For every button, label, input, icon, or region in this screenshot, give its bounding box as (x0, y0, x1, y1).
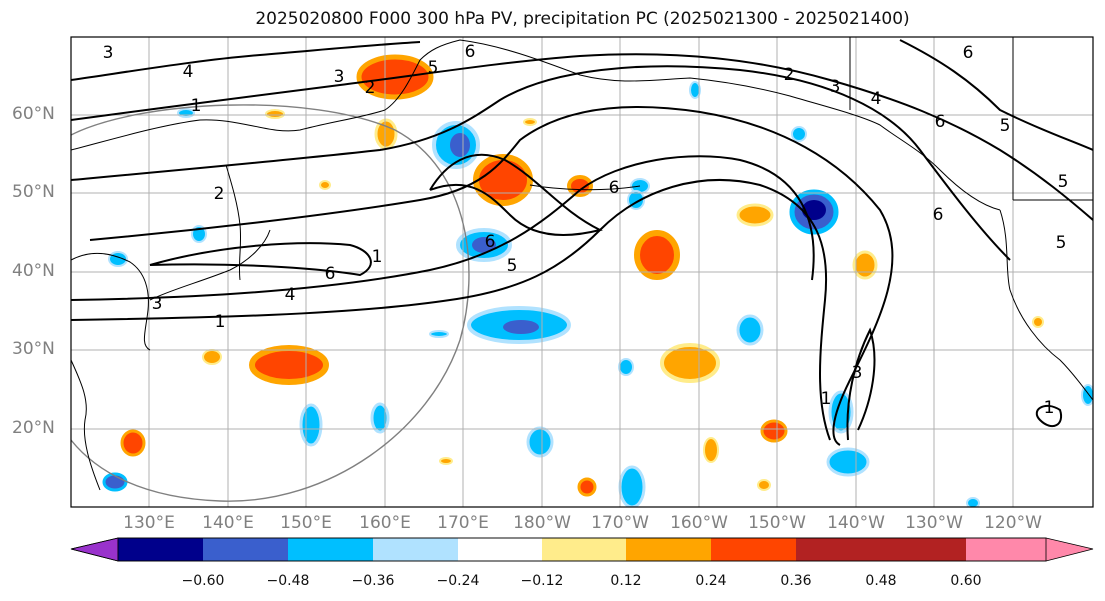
contour-label: 6 (935, 112, 946, 132)
contour-label: 1 (215, 312, 226, 332)
colorbar-tick-label: 0.12 (610, 573, 642, 589)
contour-label: 4 (871, 89, 882, 109)
lon-label: 120°W (984, 513, 1042, 533)
lon-label: 180°W (513, 513, 571, 533)
colorbar-tick-label: −0.60 (181, 573, 225, 589)
contour-label: 6 (325, 264, 336, 284)
lon-label: 130°E (123, 513, 175, 533)
contour-label: 5 (507, 256, 518, 276)
lat-label-40n: 40°N (12, 261, 55, 281)
colorbar-swatch (542, 538, 626, 561)
map-title: 2025020800 F000 300 hPa PV, precipitatio… (255, 9, 910, 29)
contour-label: 3 (152, 294, 163, 314)
contour-label: 6 (485, 232, 496, 252)
contour-label: 6 (933, 205, 944, 225)
contour-label: 1 (1044, 398, 1055, 418)
colorbar-tick-label: −0.24 (436, 573, 480, 589)
lon-label: 140°E (202, 513, 254, 533)
lon-label: 160°W (670, 513, 728, 533)
colorbar-tick-label: 0.24 (695, 573, 727, 589)
contour-label: 2 (365, 78, 376, 98)
contour-labels: 3 4 6 3 5 2 1 2 6 5 1 6 4 3 1 6 2 3 4 5 … (103, 42, 1069, 418)
contour-label: 2 (214, 184, 225, 204)
gridlines (71, 37, 1093, 507)
contour-label: 3 (852, 363, 863, 383)
lat-label-20n: 20°N (12, 418, 55, 438)
contour-label: 5 (1056, 233, 1067, 253)
contour-label: 6 (465, 42, 476, 62)
colorbar-tick-label: −0.48 (266, 573, 310, 589)
colorbar-tick-label: −0.12 (520, 573, 564, 589)
colorbar-swatch (203, 538, 288, 561)
contour-label: 1 (191, 96, 202, 116)
contour-label: 5 (1000, 116, 1011, 136)
lon-label: 170°W (591, 513, 649, 533)
colorbar-swatch (711, 538, 796, 561)
colorbar-swatch (288, 538, 373, 561)
contour-label: 6 (609, 178, 620, 198)
lon-label: 150°E (280, 513, 332, 533)
map-frame (70, 36, 1094, 508)
lat-label-60n: 60°N (12, 104, 55, 124)
contour-label: 5 (1058, 172, 1069, 192)
pv-contours (71, 39, 1093, 446)
contour-label: 3 (334, 67, 345, 87)
colorbar-swatch (796, 538, 881, 561)
colorbar-swatch (373, 538, 458, 561)
colorbar-extend-high-tip (966, 538, 1093, 561)
precip-shading (102, 54, 1093, 507)
colorbar-tick-label: 0.36 (780, 573, 812, 589)
contour-label: 1 (372, 247, 383, 267)
contour-label: 3 (103, 43, 114, 63)
colorbar-tick-label: 0.60 (950, 573, 982, 589)
contour-label: 4 (285, 285, 296, 305)
colorbar-swatch (626, 538, 711, 561)
lon-label: 160°E (359, 513, 411, 533)
colorbar-extend-low (70, 537, 119, 562)
contour-label: 3 (830, 77, 841, 97)
lon-label: 140°W (827, 513, 885, 533)
contour-label: 6 (963, 43, 974, 63)
contour-label: 1 (821, 389, 832, 409)
range-ring (71, 104, 470, 502)
contour-label: 5 (428, 58, 439, 78)
lat-label-50n: 50°N (12, 182, 55, 202)
lon-label: 130°W (905, 513, 963, 533)
colorbar-swatch (458, 538, 542, 561)
colorbar-tick-label: −0.36 (351, 573, 395, 589)
contour-label: 2 (784, 65, 795, 85)
lon-label: 150°W (748, 513, 806, 533)
colorbar-tick-label: 0.48 (865, 573, 897, 589)
lon-label: 170°E (437, 513, 489, 533)
colorbar (70, 537, 1094, 562)
lat-label-30n: 30°N (12, 339, 55, 359)
colorbar-swatch (118, 538, 203, 561)
contour-label: 4 (183, 62, 194, 82)
